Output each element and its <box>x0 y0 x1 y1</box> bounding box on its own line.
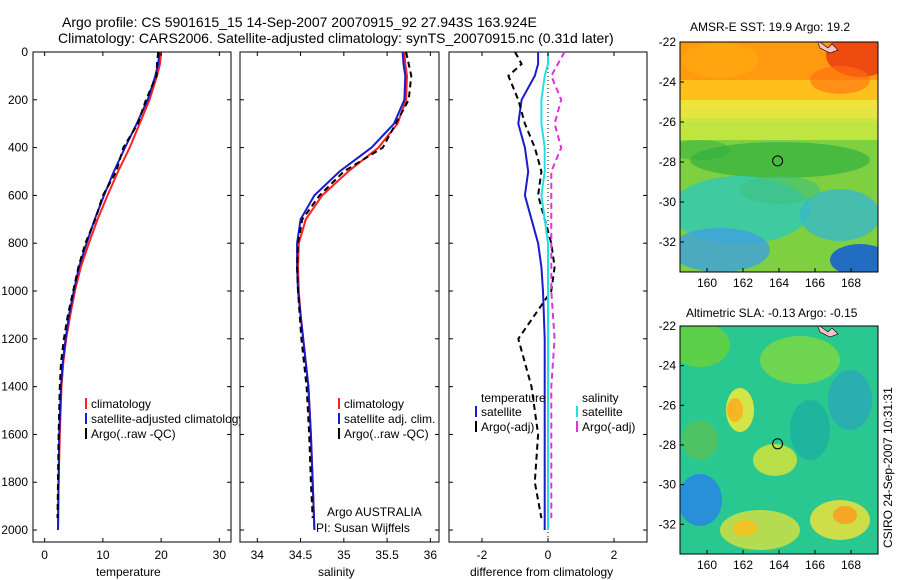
x-tick-label: 35 <box>337 548 351 562</box>
temperature-xlabel: temperature <box>96 565 161 579</box>
map-y-tick-label: -22 <box>659 35 677 49</box>
map-x-tick-label: 168 <box>841 276 861 290</box>
temperature-panel: 0 10 20 30 0 200 400 600 800 1000 1200 1400 1600 1800… <box>1 45 244 579</box>
map-y-tick-label: -26 <box>659 398 677 412</box>
y-tick-label: 1200 <box>1 332 28 346</box>
series-line-0 <box>517 52 546 530</box>
series-line-2 <box>540 52 549 530</box>
sla-map-ticks: 160 162 164 166 168 -22 -24 -26 -28 -30 -32 <box>659 319 862 572</box>
y-tick-label: 800 <box>8 236 28 250</box>
x-tick-label: 34.5 <box>289 548 313 562</box>
difference-panel: -2 0 2 difference from climatology tempera… <box>448 51 648 579</box>
map-y-tick-label: -28 <box>659 438 677 452</box>
temperature-axes-box <box>32 51 232 543</box>
y-tick-label: 400 <box>8 141 28 155</box>
y-tick-label: 200 <box>8 93 28 107</box>
salinity-axes-box <box>239 51 440 543</box>
legend-label-sal-argo: Argo(-adj) <box>582 420 635 434</box>
y-tick-label: 600 <box>8 188 28 202</box>
difference-ticks: -2 0 2 <box>449 51 647 562</box>
map-x-tick-label: 164 <box>769 558 789 572</box>
map-y-tick-label: -26 <box>659 115 677 129</box>
salinity-ticks: 34 34.5 35 35.5 36 <box>240 51 439 562</box>
map-y-tick-label: -30 <box>659 478 677 492</box>
legend-group-salinity: salinity <box>582 391 619 405</box>
salinity-xlabel: salinity <box>318 565 355 579</box>
map-x-tick-label: 160 <box>697 276 717 290</box>
y-tick-label: 2000 <box>1 523 28 537</box>
salinity-curves <box>296 51 413 531</box>
map-x-tick-label: 160 <box>697 558 717 572</box>
island-shape <box>817 326 839 338</box>
legend-label-climatology: climatology <box>344 397 404 411</box>
legend-label-satellite: satellite-adjusted climatology <box>91 412 244 426</box>
map-x-tick-label: 166 <box>805 558 825 572</box>
y-tick-label: 1400 <box>1 380 28 394</box>
map-y-tick-label: -24 <box>659 75 677 89</box>
temperature-ticks: 0 10 20 30 0 200 400 600 800 1000 1200 1400 1600 1800… <box>1 45 231 562</box>
x-tick-label: 30 <box>213 548 227 562</box>
x-tick-label: 35.5 <box>375 548 399 562</box>
y-tick-label: 1800 <box>1 475 28 489</box>
sst-map-title: AMSR-E SST: 19.9 Argo: 19.2 <box>690 20 850 34</box>
difference-curves <box>507 51 566 530</box>
x-tick-label: 36 <box>424 548 438 562</box>
difference-xlabel: difference from climatology <box>470 565 613 579</box>
series-line-2 <box>56 51 160 519</box>
map-x-tick-label: 162 <box>733 558 753 572</box>
side-timestamp: CSIRO 24-Sep-2007 10:31:31 <box>881 387 895 548</box>
series-line-3 <box>550 51 566 519</box>
legend-label-sal-satellite: satellite <box>582 405 623 419</box>
temperature-legend: climatology satellite-adjusted climatolo… <box>85 397 244 441</box>
map-x-tick-label: 168 <box>841 558 861 572</box>
map-x-tick-label: 166 <box>805 276 825 290</box>
x-tick-label: 10 <box>96 548 110 562</box>
map-y-tick-label: -28 <box>659 155 677 169</box>
sst-map-panel: AMSR-E SST: 19.9 Argo: 19.2 160 162 164 166… <box>659 20 879 290</box>
sla-heatmap <box>680 326 878 554</box>
sla-map-panel: Altimetric SLA: -0.13 Argo: -0.15 160 162… <box>659 306 879 572</box>
legend-group-temperature: temperature <box>481 391 546 405</box>
legend-label-temp-argo: Argo(-adj) <box>481 420 534 434</box>
map-y-tick-label: -30 <box>659 195 677 209</box>
series-line-1 <box>57 51 161 531</box>
sst-map-ticks: 160 162 164 166 168 -22 -24 -26 -28 -30 -32 <box>659 35 862 290</box>
y-tick-label: 0 <box>21 45 28 59</box>
x-tick-label: 0 <box>545 548 552 562</box>
x-tick-label: 0 <box>41 548 48 562</box>
header-line1: Argo profile: CS 5901615_15 14-Sep-2007 … <box>62 14 537 30</box>
difference-legend: temperature satellite Argo(-adj) salinit… <box>475 391 635 434</box>
argo-float-marker <box>772 155 784 167</box>
island-shape <box>817 42 839 54</box>
y-tick-label: 1600 <box>1 427 28 441</box>
map-y-tick-label: -32 <box>659 517 677 531</box>
map-y-tick-label: -24 <box>659 359 677 373</box>
header-line2: Climatology: CARS2006. Satellite-adjuste… <box>58 30 614 46</box>
series-line-1 <box>296 51 407 531</box>
annotation-argo-australia: Argo AUSTRALIA <box>327 505 422 519</box>
y-tick-label: 1000 <box>1 284 28 298</box>
x-tick-label: 2 <box>611 548 618 562</box>
legend-label-satellite: satellite adj. clim. <box>344 412 435 426</box>
sla-map-title: Altimetric SLA: -0.13 Argo: -0.15 <box>686 306 858 320</box>
map-x-tick-label: 162 <box>733 276 753 290</box>
map-y-tick-label: -22 <box>659 319 677 333</box>
x-tick-label: -2 <box>477 548 488 562</box>
map-y-tick-label: -32 <box>659 235 677 249</box>
x-tick-label: 34 <box>251 548 265 562</box>
legend-label-climatology: climatology <box>91 397 151 411</box>
legend-label-temp-satellite: satellite <box>481 405 522 419</box>
x-tick-label: 20 <box>154 548 168 562</box>
sst-heatmap <box>680 42 878 272</box>
annotation-pi: PI: Susan Wijffels <box>316 521 410 535</box>
legend-label-argo: Argo(..raw -QC) <box>91 427 176 441</box>
series-line-2 <box>296 51 413 519</box>
legend-label-argo: Argo(..raw -QC) <box>344 427 429 441</box>
map-x-tick-label: 164 <box>769 276 789 290</box>
temperature-curves <box>56 51 163 531</box>
argo-float-marker <box>772 438 784 450</box>
salinity-legend: climatology satellite adj. clim. Argo(..… <box>338 397 435 441</box>
salinity-panel: 34 34.5 35 35.5 36 salinity climatology sate… <box>239 51 440 579</box>
